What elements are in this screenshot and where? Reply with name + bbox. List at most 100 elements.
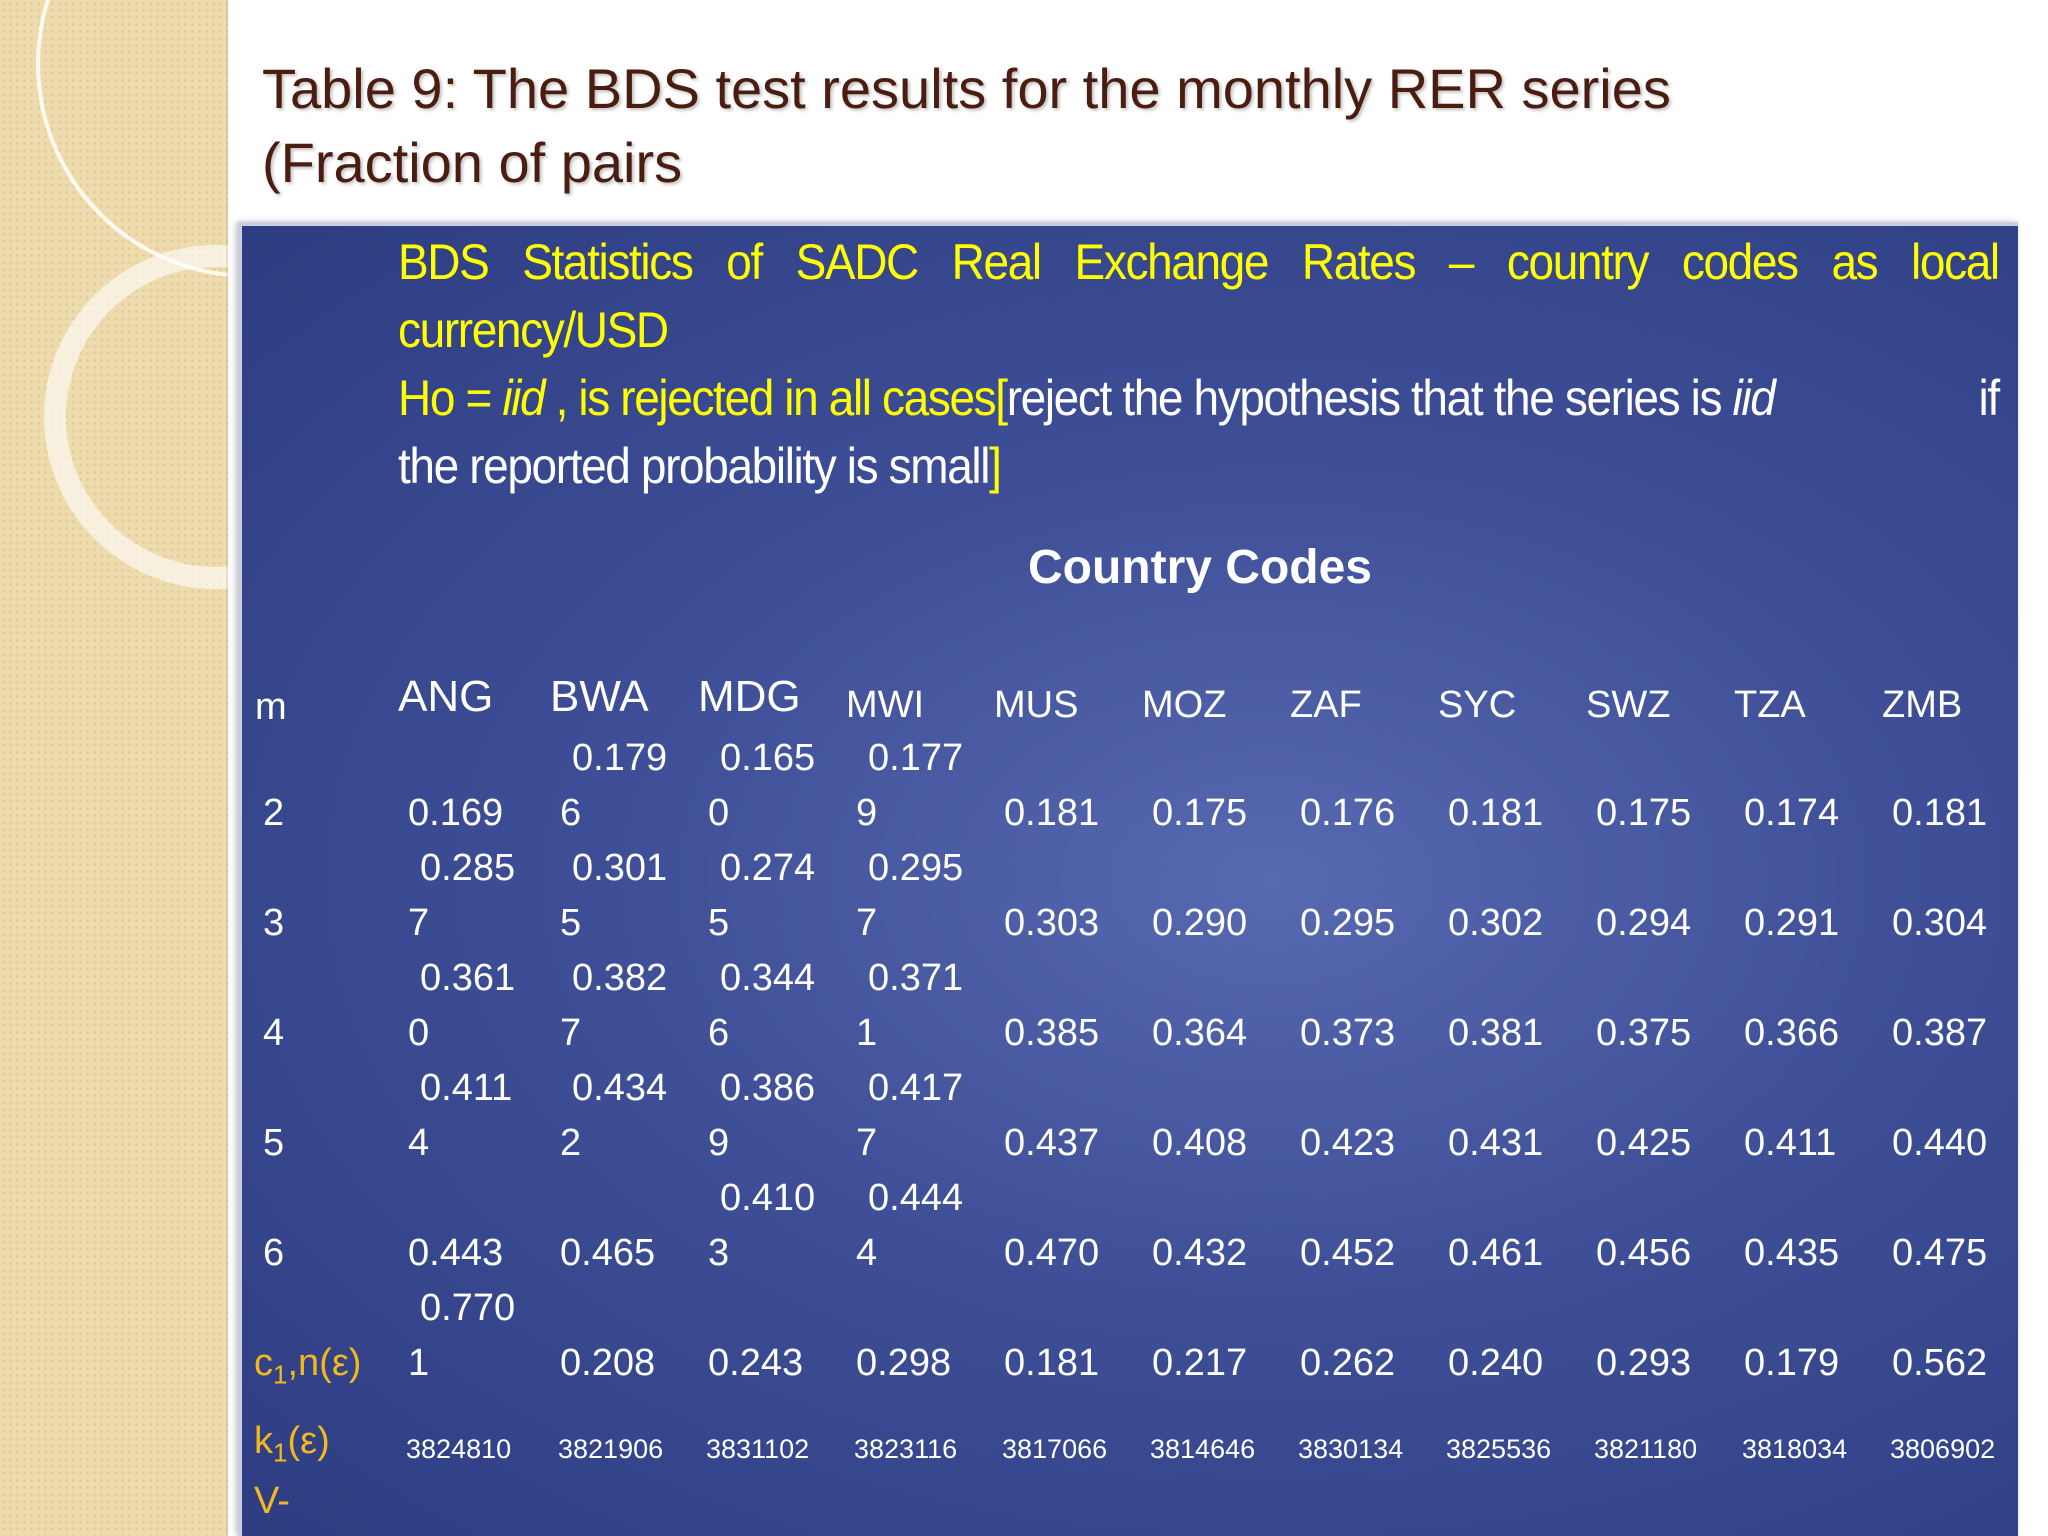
table-cell: 0.291 [1744,902,1840,944]
table-cell: 0.303 [1004,902,1100,944]
table-cell: 4 [856,1232,878,1274]
intro-word: Rates [1301,234,1417,290]
table-cell: 7 [856,902,878,944]
table-cell: 3 [708,1232,730,1274]
table-cell: 1 [856,1012,878,1054]
intro-note-2: the reported probability is small [398,438,990,494]
table-cell: 0.298 [856,1342,952,1384]
table-cell: 0.435 [1744,1232,1840,1274]
table-cell: 0.381 [1448,1012,1544,1054]
title-line-2: (Fraction of pairs [262,131,683,194]
row-label-m: 6 [263,1232,285,1274]
table-cell: 0.364 [1152,1012,1248,1054]
table-cell: 0.208 [560,1342,656,1384]
table-cell: 7 [856,1122,878,1164]
label-subscript: 1 [273,1359,288,1390]
intro-note: reject the hypothesis that the series is [1006,370,1733,426]
table-cell: 0.181 [1892,792,1988,834]
table-cell: 9 [856,792,878,834]
label-text: c [254,1342,273,1384]
table-cell: 0 [708,792,730,834]
table-cell-wrapped: 0.444 [868,1177,964,1219]
intro-word: BDS [398,234,490,290]
table-cell: 0.175 [1596,792,1692,834]
column-header: MUS [994,684,1079,726]
table-cell: 0.302 [1448,902,1544,944]
table-cell-wrapped: 0.285 [420,847,516,889]
table-cell: 2 [560,1122,582,1164]
table-cell-wrapped: 0.410 [720,1177,816,1219]
intro-word: Exchange [1074,234,1270,290]
table-cell: 4 [408,1122,430,1164]
divider [226,0,229,1536]
table-cell: 0.475 [1892,1232,1988,1274]
label-subscript: 1 [273,1437,288,1468]
table-cell: 3824810 [406,1434,512,1464]
decorative-sidebar [0,0,228,1536]
column-header: SYC [1438,684,1517,726]
table-cell: 0.243 [708,1342,804,1384]
table-cell: 0.437 [1004,1122,1100,1164]
table-cell: 7 [408,902,430,944]
table-cell: 0.431 [1448,1122,1544,1164]
intro-word: as [1831,234,1878,290]
table-cell: 0.290 [1152,902,1248,944]
intro-hypothesis: Ho = [398,370,503,426]
intro-rejected: , is rejected in all cases[ [544,370,1008,426]
table-cell-wrapped: 0.434 [572,1067,668,1109]
table-cell-wrapped: 0.386 [720,1067,816,1109]
table-cell: 0.385 [1004,1012,1100,1054]
row-label-m: 5 [263,1122,285,1164]
table-cell-wrapped: 0.361 [420,957,516,999]
table-cell-wrapped: 0.179 [572,737,668,779]
table-cell: 0.295 [1300,902,1396,944]
table-cell: 0.408 [1152,1122,1248,1164]
intro-word: – [1448,234,1475,290]
table-heading: Country Codes [1027,541,1372,594]
intro-line-3: Ho = iid , is rejected in all cases[reje… [398,364,2000,432]
table-cell: 0.181 [1004,792,1100,834]
column-header: ZMB [1882,684,1963,726]
table-cell: 0.443 [408,1232,504,1274]
table-cell: 9 [708,1122,730,1164]
table-cell: 0.411 [1744,1122,1837,1164]
table-cell: 0.470 [1004,1232,1100,1274]
column-header: MOZ [1142,684,1227,726]
intro-word: codes [1681,234,1799,290]
table-cell: 0.179 [1744,1342,1840,1384]
label-text: (ε) [287,1420,330,1462]
table-cell-wrapped: 0.417 [868,1067,964,1109]
column-header: MDG [698,672,801,721]
intro-text: BDS Statistics of SADC Real Exchange Rates – cou… [398,228,2000,500]
table-cell: 3818034 [1742,1434,1848,1464]
row-label-m: 2 [263,792,285,834]
label-text: ,n(ε) [287,1342,362,1384]
table-cell: 5 [560,902,582,944]
table-cell-wrapped: 0.371 [868,957,964,999]
table-cell: 3817066 [1002,1434,1108,1464]
table-cell: 3830134 [1298,1434,1404,1464]
column-header-m: m [255,686,287,728]
column-header: ZAF [1290,684,1362,726]
intro-line-1: BDS Statistics of SADC Real Exchange Rates – cou… [398,228,2000,296]
table-cell-wrapped: 0.301 [572,847,668,889]
table-cell: 0.175 [1152,792,1248,834]
table-cell: 6 [560,792,582,834]
table-cell: 0.176 [1300,792,1396,834]
table-cell: 0.240 [1448,1342,1544,1384]
table-cell: 3831102 [706,1434,810,1464]
table-cell-wrapped: 0.770 [420,1287,516,1329]
row-label-v: V- [254,1480,290,1522]
row-label-m: 4 [263,1012,285,1054]
table-cell: 0.432 [1152,1232,1248,1274]
intro-bracket: ] [989,438,1002,494]
table-cell: 3825536 [1446,1434,1552,1464]
intro-note-iid: iid [1732,370,1776,426]
table-cell: 0.217 [1152,1342,1248,1384]
table-cell: 3821180 [1594,1434,1698,1464]
intro-word: Real [951,234,1042,290]
table-cell-wrapped: 0.177 [868,737,964,779]
table-cell: 3823116 [854,1434,958,1464]
table-cell: 0.304 [1892,902,1988,944]
table-cell-wrapped: 0.382 [572,957,668,999]
